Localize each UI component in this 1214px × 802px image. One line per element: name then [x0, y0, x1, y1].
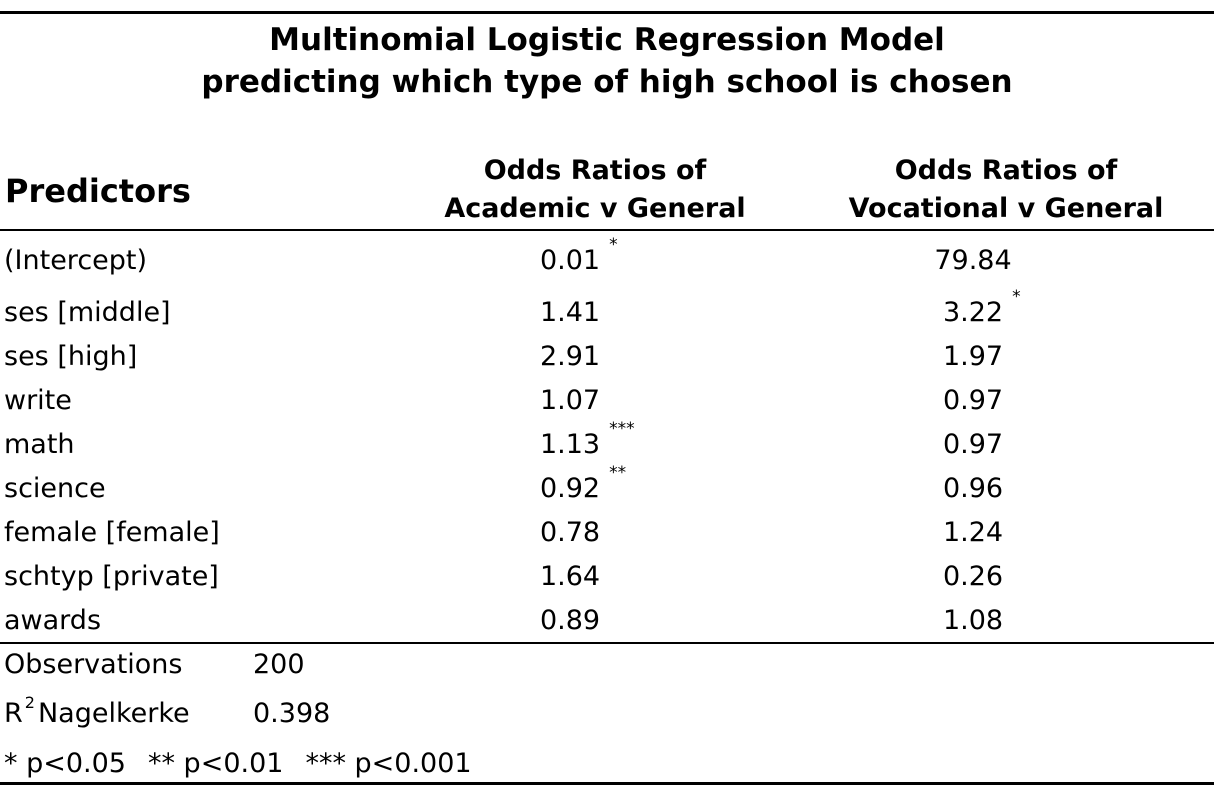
r2-row: R 2 Nagelkerke 0.398 [0, 692, 600, 736]
observations-row: Observations 200 [0, 643, 600, 687]
academic-odds-cell: 0.89 [480, 599, 660, 643]
vocational-header-line2: Vocational v General [848, 193, 1164, 224]
academic-odds-cell: 0.01 * [480, 235, 660, 283]
table-title-line1: Multinomial Logistic Regression Model [269, 22, 945, 58]
r2-label-superscript: 2 [24, 693, 35, 712]
academic-odds-cell: 2.91 [480, 335, 660, 379]
predictor-label: math [4, 429, 75, 460]
academic-odds-cell: 1.13 *** [480, 419, 660, 467]
academic-odds-cell: 1.41 [480, 291, 660, 335]
vocational-odds-cell: 1.97 [883, 335, 1063, 379]
academic-odds-value: 1.64 [539, 561, 601, 592]
academic-odds-value: 1.13 [539, 429, 601, 460]
vocational-odds-value: 1.97 [942, 341, 1004, 372]
significance-stars: * [1012, 287, 1021, 307]
r2-label: R 2 Nagelkerke [4, 692, 190, 739]
table-row: female [female] 0.78 1.24 [0, 511, 1214, 555]
vocational-header-line1: Odds Ratios of [894, 155, 1118, 186]
academic-header-line1: Odds Ratios of [483, 155, 707, 186]
academic-odds-value: 1.07 [539, 385, 601, 416]
header-rule [0, 229, 1214, 231]
academic-odds-value: 0.92 [539, 473, 601, 504]
predictor-label: schtyp [private] [4, 561, 219, 592]
table-row: schtyp [private] 1.64 0.26 [0, 555, 1214, 599]
academic-odds-value: 1.41 [539, 297, 601, 328]
vocational-odds-value: 0.97 [942, 429, 1004, 460]
predictor-label: awards [4, 605, 102, 636]
significance-stars: * [609, 235, 618, 255]
significance-stars: *** [609, 419, 635, 439]
significance-stars: ** [609, 463, 627, 483]
predictor-label: write [4, 385, 72, 416]
vocational-odds-value: 1.24 [942, 517, 1004, 548]
vocational-odds-cell: 0.97 [883, 379, 1063, 423]
footnote-p01: ** p<0.01 [147, 748, 284, 779]
significance-footnote: * p<0.05 ** p<0.01 *** p<0.001 [4, 742, 494, 786]
table-row: ses [middle] 1.41 3.22 * [0, 287, 1214, 335]
observations-value: 200 [253, 649, 305, 680]
table-row: science 0.92 ** 0.96 [0, 463, 1214, 511]
vocational-odds-value: 1.08 [942, 605, 1004, 636]
academic-header-line2: Academic v General [444, 193, 746, 224]
vocational-odds-value: 3.22 [942, 297, 1004, 328]
stats-rule [0, 642, 1214, 644]
vocational-odds-value: 0.97 [942, 385, 1004, 416]
table-row: awards 0.89 1.08 [0, 599, 1214, 643]
predictors-header: Predictors [5, 172, 191, 210]
vocational-odds-cell: 1.08 [883, 599, 1063, 643]
table-row: (Intercept) 0.01 * 79.84 [0, 235, 1214, 283]
academic-odds-value: 2.91 [539, 341, 601, 372]
r2-label-rest: Nagelkerke [37, 698, 190, 729]
predictor-label: ses [middle] [4, 297, 171, 328]
table-row: ses [high] 2.91 1.97 [0, 335, 1214, 379]
table-title: Multinomial Logistic Regression Model pr… [0, 19, 1214, 103]
observations-label: Observations [4, 649, 183, 680]
vocational-odds-value: 0.96 [942, 473, 1004, 504]
predictor-label: female [female] [4, 517, 220, 548]
vocational-column-header: Odds Ratios of Vocational v General [806, 152, 1206, 228]
academic-odds-cell: 0.92 ** [480, 463, 660, 511]
academic-odds-cell: 1.07 [480, 379, 660, 423]
academic-odds-cell: 1.64 [480, 555, 660, 599]
r2-label-r: R [4, 698, 23, 729]
predictor-label: science [4, 473, 106, 504]
vocational-odds-cell: 0.97 [883, 423, 1063, 467]
table-row: math 1.13 *** 0.97 [0, 419, 1214, 467]
table-row: write 1.07 0.97 [0, 379, 1214, 423]
academic-odds-cell: 0.78 [480, 511, 660, 555]
table-bottom-rule [0, 782, 1214, 785]
academic-odds-value: 0.78 [539, 517, 601, 548]
r2-value: 0.398 [253, 698, 331, 729]
vocational-odds-value: 0.26 [942, 561, 1004, 592]
vocational-odds-cell: 0.26 [883, 555, 1063, 599]
academic-odds-value: 0.89 [539, 605, 601, 636]
table-top-rule [0, 11, 1214, 14]
vocational-odds-value: 79.84 [934, 245, 1012, 276]
vocational-odds-cell: 3.22 * [883, 287, 1063, 335]
footnote-p05: * p<0.05 [4, 748, 126, 779]
vocational-odds-cell: 0.96 [883, 467, 1063, 511]
vocational-odds-cell: 1.24 [883, 511, 1063, 555]
academic-odds-value: 0.01 [539, 245, 601, 276]
predictor-label: ses [high] [4, 341, 138, 372]
predictor-label: (Intercept) [4, 245, 148, 276]
vocational-odds-cell: 79.84 [883, 239, 1063, 283]
footnote-p001: *** p<0.001 [305, 748, 472, 779]
table-title-line2: predicting which type of high school is … [201, 64, 1013, 100]
academic-column-header: Odds Ratios of Academic v General [395, 152, 795, 228]
